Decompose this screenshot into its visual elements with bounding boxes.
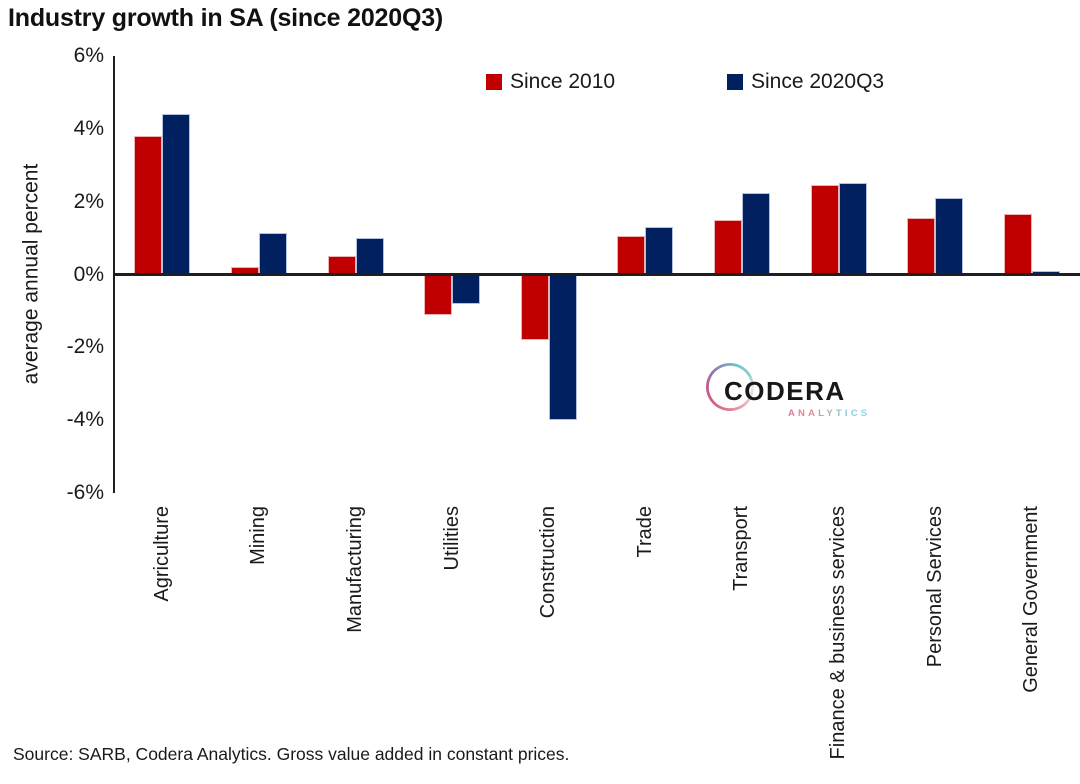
legend-item-since-2010: Since 2010 [486, 70, 615, 94]
y-tick-label: 6% [73, 43, 104, 67]
legend-label-since-2020q3: Since 2020Q3 [751, 70, 885, 93]
bar-since-2020q3-finance-business-services [838, 183, 867, 275]
logo-subtext: ANALYTICS [788, 408, 871, 419]
bar-since-2020q3-agriculture [162, 114, 191, 275]
bar-since-2010-finance-business-services [810, 185, 839, 275]
logo-brand-text: CODERA [724, 376, 846, 406]
x-category-label: Finance & business services [826, 506, 849, 760]
x-category-label: General Government [1020, 506, 1043, 693]
legend-label-since-2010: Since 2010 [510, 70, 616, 93]
bar-since-2010-transport [713, 219, 742, 275]
legend-swatch-since-2010 [486, 74, 502, 90]
bar-since-2010-agriculture [134, 136, 163, 275]
x-category-label: Construction [537, 506, 560, 619]
x-category-cell: Manufacturing [307, 506, 404, 776]
x-category-cell: Agriculture [114, 506, 211, 776]
x-category-cell: Trade [597, 506, 694, 776]
x-category-cell: Construction [500, 506, 597, 776]
bar-since-2020q3-trade [645, 227, 674, 275]
x-category-cell: Mining [211, 506, 308, 776]
bar-since-2010-trade [617, 236, 646, 275]
codera-logo-swirl-icon [706, 363, 754, 411]
bar-since-2010-personal-services [907, 218, 936, 275]
chart-title: Industry growth in SA (since 2020Q3) [8, 4, 444, 32]
x-category-cell: Transport [694, 506, 791, 776]
codera-analytics-logo: CODERA ANALYTICS [706, 360, 886, 422]
x-axis-zero-line [113, 273, 1080, 276]
bar-since-2020q3-personal-services [935, 198, 964, 275]
x-category-cell: Personal Services [887, 506, 984, 776]
x-axis-category-labels: Agriculture Mining Manufacturing Utilities C… [114, 506, 1080, 776]
x-category-label: Trade [633, 506, 656, 558]
x-category-cell: General Government [983, 506, 1080, 776]
bar-since-2010-manufacturing [327, 256, 356, 275]
bar-since-2010-general-government [1003, 214, 1032, 275]
legend-swatch-since-2020q3 [727, 74, 743, 90]
y-tick-label: 2% [73, 189, 104, 213]
bar-since-2010-construction [520, 274, 549, 341]
x-category-label: Agriculture [150, 506, 173, 602]
y-tick-label: -2% [66, 335, 104, 359]
bar-since-2020q3-utilities [452, 274, 481, 304]
x-category-label: Mining [247, 506, 270, 565]
x-category-cell: Utilities [404, 506, 501, 776]
bar-since-2010-utilities [424, 274, 453, 315]
legend-item-since-2020q3: Since 2020Q3 [727, 70, 884, 94]
y-tick-label: 0% [73, 262, 104, 286]
x-category-label: Transport [730, 506, 753, 591]
y-tick-label: -6% [66, 481, 104, 504]
bar-since-2020q3-construction [548, 274, 577, 421]
bar-since-2020q3-manufacturing [355, 238, 384, 275]
bar-since-2020q3-mining [258, 232, 287, 275]
x-category-label: Personal Services [923, 506, 946, 668]
bar-since-2020q3-transport [741, 192, 770, 275]
y-tick-label: -4% [66, 408, 104, 432]
source-note: Source: SARB, Codera Analytics. Gross va… [13, 744, 570, 764]
x-category-cell: Finance & business services [790, 506, 887, 776]
y-tick-label: 4% [73, 116, 104, 140]
x-category-label: Utilities [440, 506, 463, 571]
x-category-label: Manufacturing [343, 506, 366, 633]
